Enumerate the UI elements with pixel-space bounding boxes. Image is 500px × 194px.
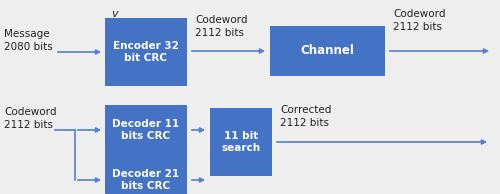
Text: Decoder 21
bits CRC: Decoder 21 bits CRC	[112, 169, 180, 191]
Text: 2112 bits: 2112 bits	[393, 22, 442, 32]
Bar	[210, 108, 272, 176]
Text: v: v	[112, 9, 118, 19]
Text: 2080 bits: 2080 bits	[4, 42, 53, 52]
Text: 11 bit
search: 11 bit search	[222, 131, 260, 153]
Bar	[105, 18, 187, 86]
Bar	[105, 155, 187, 194]
Bar	[105, 105, 187, 155]
Text: Decoder 11
bits CRC: Decoder 11 bits CRC	[112, 119, 180, 141]
Text: 2112 bits: 2112 bits	[195, 28, 244, 38]
Text: 2112 bits: 2112 bits	[280, 118, 329, 128]
Text: Codeword: Codeword	[195, 15, 248, 25]
Text: 2112 bits: 2112 bits	[4, 120, 53, 130]
Text: Encoder 32
bit CRC: Encoder 32 bit CRC	[113, 41, 179, 63]
Text: Corrected: Corrected	[280, 105, 332, 115]
Bar	[270, 26, 385, 76]
Text: Codeword: Codeword	[4, 107, 57, 117]
Text: Codeword: Codeword	[393, 9, 446, 19]
Text: Channel: Channel	[300, 44, 354, 57]
Text: Message: Message	[4, 29, 50, 39]
